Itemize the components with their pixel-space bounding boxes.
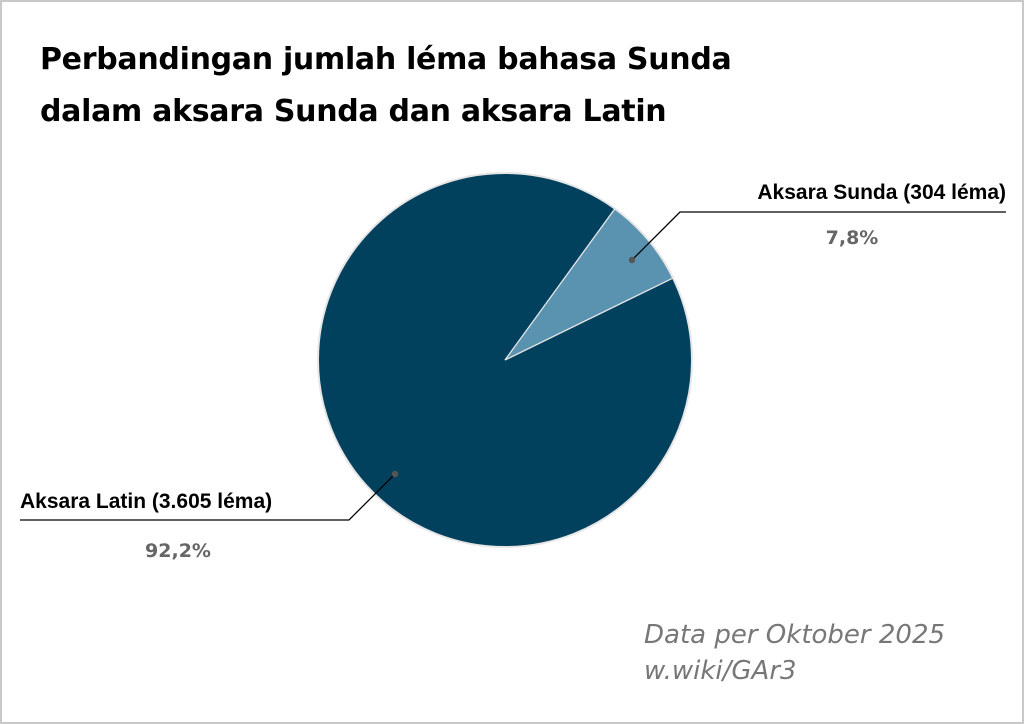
slice-label-aksara-latin: Aksara Latin (3.605 léma): [20, 490, 272, 513]
chart-title-line-1: Perbandingan jumlah léma bahasa Sunda: [40, 42, 732, 77]
slice-percent-aksara-latin: 92,2%: [145, 540, 211, 562]
pie-outline: [317, 172, 693, 548]
slice-label-aksara-sunda: Aksara Sunda (304 léma): [757, 181, 1006, 204]
footnote-source-link[interactable]: w.wiki/GAr3: [644, 656, 797, 686]
chart-title-line-2: dalam aksara Sunda dan aksara Latin: [40, 94, 667, 129]
pie-slices: [317, 172, 693, 548]
leader-line-aksara-sunda: [631, 211, 1006, 261]
leader-dot-aksara-latin: [391, 470, 399, 478]
slice-percent-aksara-sunda: 7,8%: [826, 227, 879, 249]
leader-line-aksara-latin: [20, 473, 396, 521]
leader-dot-aksara-sunda: [628, 256, 636, 264]
footnote-data-date: Data per Oktober 2025: [644, 620, 946, 650]
